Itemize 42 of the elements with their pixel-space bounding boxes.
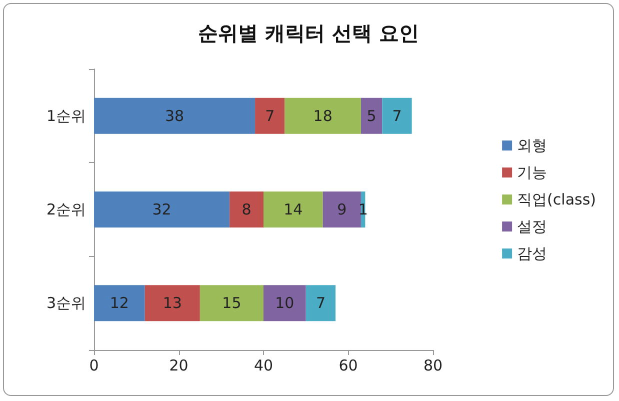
bar [382, 98, 412, 134]
y-tick-label: 2순위 [46, 200, 86, 218]
bar [264, 192, 323, 228]
bar [94, 192, 230, 228]
legend-label: 설정 [517, 218, 548, 236]
x-tick-label: 20 [169, 356, 188, 374]
chart-title: 순위별 캐릭터 선택 요인 [198, 21, 419, 45]
data-label: 15 [222, 294, 242, 312]
data-label: 13 [162, 294, 182, 312]
data-label: 7 [392, 106, 402, 125]
data-label: 8 [242, 200, 252, 218]
bar [94, 285, 145, 322]
data-label: 7 [265, 106, 275, 125]
bar [322, 192, 361, 228]
data-label: 12 [110, 294, 129, 312]
data-label: 32 [152, 200, 172, 218]
bar [255, 98, 285, 134]
y-tick-label: 1순위 [46, 106, 86, 125]
bar [284, 98, 361, 134]
legend-label: 기능 [517, 164, 548, 182]
data-label: 9 [337, 200, 347, 218]
bar [200, 285, 264, 322]
x-tick-label: 60 [338, 356, 358, 374]
bar [144, 285, 200, 322]
x-tick-label: 40 [254, 356, 274, 374]
bar [360, 98, 382, 134]
data-label: 14 [284, 200, 303, 218]
bar [230, 192, 264, 228]
legend-label: 직업(class) [517, 190, 596, 208]
data-label: 18 [313, 106, 332, 125]
x-tick-label: 0 [89, 356, 99, 374]
data-label: 38 [164, 106, 184, 125]
legend-label: 외형 [517, 136, 548, 154]
x-tick-label: 80 [423, 356, 443, 374]
data-label: 5 [366, 106, 376, 125]
bar [264, 285, 306, 322]
legend-label: 감성 [517, 244, 548, 262]
bar [306, 285, 336, 322]
data-label: 7 [316, 294, 326, 312]
y-tick-label: 3순위 [46, 294, 86, 312]
data-label: 10 [275, 294, 294, 312]
bar [94, 98, 256, 134]
